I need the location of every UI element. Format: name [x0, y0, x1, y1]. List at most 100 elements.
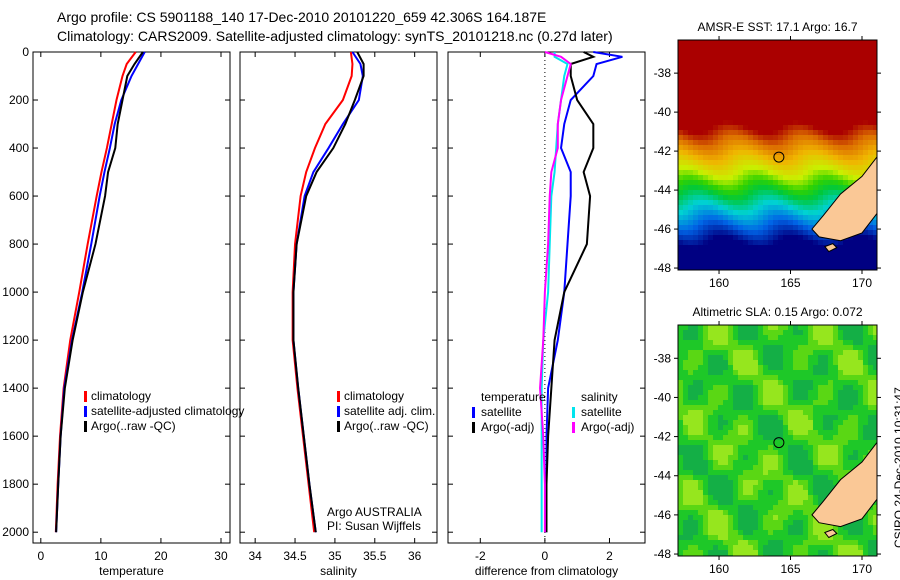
map-cell — [758, 160, 763, 165]
map-cell — [823, 65, 828, 70]
map-cell — [683, 335, 688, 340]
map-cell — [763, 180, 768, 185]
map-cell — [728, 160, 733, 165]
map-cell — [723, 395, 728, 400]
map-cell — [748, 105, 753, 110]
map-cell — [723, 45, 728, 50]
map-cell — [728, 480, 733, 485]
map-cell — [693, 170, 698, 175]
map-cell — [698, 535, 703, 540]
map-cell — [763, 185, 768, 190]
map-cell — [758, 550, 763, 555]
map-cell — [743, 470, 748, 475]
map-cell — [748, 100, 753, 105]
map-cell — [808, 445, 813, 450]
map-cell — [808, 395, 813, 400]
map-cell — [748, 250, 753, 255]
legend-swatch — [84, 406, 87, 417]
map-cell — [813, 75, 818, 80]
map-cell — [718, 380, 723, 385]
map-cell — [848, 385, 853, 390]
map-cell — [803, 545, 808, 550]
map-cell — [678, 160, 683, 165]
map-cell — [733, 395, 738, 400]
map-cell — [748, 45, 753, 50]
map-cell — [718, 55, 723, 60]
map-cell — [748, 480, 753, 485]
map-cell — [693, 375, 698, 380]
map-cell — [738, 350, 743, 355]
map-cell — [733, 375, 738, 380]
map-cell — [813, 200, 818, 205]
map-cell — [758, 40, 763, 45]
map-cell — [808, 545, 813, 550]
map-cell — [718, 60, 723, 65]
map-cell — [678, 500, 683, 505]
map-cell — [853, 345, 858, 350]
map-cell — [773, 440, 778, 445]
map-cell — [748, 415, 753, 420]
map-cell — [698, 155, 703, 160]
map-cell — [678, 260, 683, 265]
map-cell — [838, 80, 843, 85]
map-cell — [783, 425, 788, 430]
map-cell — [703, 375, 708, 380]
map-cell — [803, 350, 808, 355]
map-cell — [723, 135, 728, 140]
map-cell — [833, 390, 838, 395]
map-cell — [798, 430, 803, 435]
map-cell — [733, 470, 738, 475]
map-cell — [723, 370, 728, 375]
map-cell — [768, 400, 773, 405]
map-cell — [853, 40, 858, 45]
map-cell — [823, 40, 828, 45]
map-cell — [778, 145, 783, 150]
y-tick-label: -46 — [654, 222, 672, 236]
map-cell — [718, 400, 723, 405]
map-cell — [733, 80, 738, 85]
map-cell — [778, 100, 783, 105]
legend-swatch — [572, 422, 575, 433]
map-cell — [738, 525, 743, 530]
map-cell — [838, 250, 843, 255]
map-cell — [768, 140, 773, 145]
map-cell — [743, 390, 748, 395]
map-cell — [868, 65, 873, 70]
map-cell — [803, 510, 808, 515]
map-cell — [728, 180, 733, 185]
map-cell — [703, 50, 708, 55]
map-cell — [698, 445, 703, 450]
map-cell — [703, 515, 708, 520]
map-cell — [688, 115, 693, 120]
map-cell — [738, 120, 743, 125]
map-cell — [678, 415, 683, 420]
map-cell — [708, 125, 713, 130]
map-cell — [708, 100, 713, 105]
map-cell — [808, 410, 813, 415]
map-cell — [778, 200, 783, 205]
map-cell — [813, 495, 818, 500]
map-cell — [873, 335, 877, 340]
map-cell — [813, 235, 818, 240]
series-line-satellite-adj-clim- — [292, 51, 364, 533]
map-cell — [808, 265, 813, 270]
map-cell — [873, 95, 877, 100]
map-cell — [768, 465, 773, 470]
map-cell — [783, 90, 788, 95]
map-cell — [803, 75, 808, 80]
map-cell — [708, 390, 713, 395]
map-frame — [677, 39, 878, 271]
map-cell — [713, 540, 718, 545]
map-cell — [688, 225, 693, 230]
map-cell — [708, 440, 713, 445]
map-cell — [848, 540, 853, 545]
map-cell — [738, 110, 743, 115]
map-cell — [843, 125, 848, 130]
map-cell — [803, 515, 808, 520]
map-cell — [763, 175, 768, 180]
y-tick-label: 1200 — [2, 333, 29, 347]
map-cell — [733, 325, 738, 330]
map-cell — [683, 120, 688, 125]
map-cell — [763, 40, 768, 45]
map-cell — [733, 40, 738, 45]
